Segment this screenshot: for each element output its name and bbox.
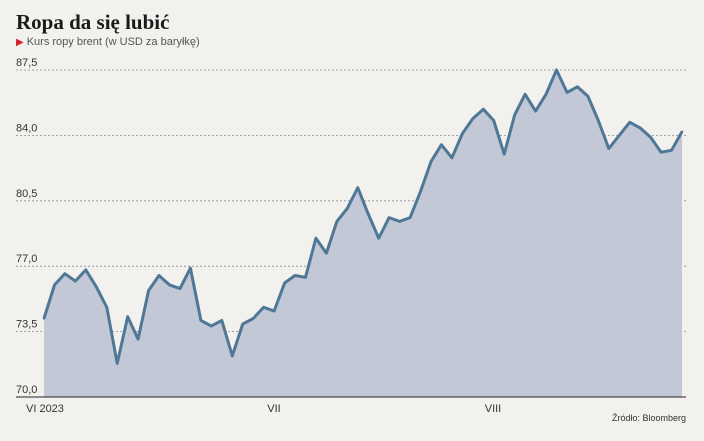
data-point bbox=[199, 319, 203, 322]
chart-subtitle: ▶ Kurs ropy brent (w USD za baryłkę) bbox=[16, 36, 200, 48]
data-point bbox=[105, 306, 108, 309]
data-point bbox=[84, 268, 88, 272]
data-point bbox=[387, 216, 391, 219]
chart-title: Ropa da się lubić bbox=[16, 10, 170, 34]
data-point bbox=[450, 156, 454, 160]
data-point bbox=[241, 322, 244, 326]
data-point bbox=[147, 289, 150, 292]
data-point bbox=[628, 121, 631, 124]
y-tick-label: 73,5 bbox=[16, 319, 37, 331]
y-tick-label: 87,5 bbox=[16, 57, 37, 69]
data-point bbox=[576, 85, 579, 89]
data-point bbox=[471, 117, 475, 120]
data-point bbox=[74, 279, 77, 283]
data-point bbox=[429, 160, 433, 163]
data-point bbox=[53, 283, 56, 287]
data-point bbox=[513, 113, 516, 117]
data-point bbox=[419, 190, 422, 193]
subtitle-text: Kurs ropy brent (w USD za baryłkę) bbox=[26, 36, 200, 48]
triangle-marker-icon: ▶ bbox=[16, 37, 24, 48]
data-point bbox=[231, 354, 234, 358]
data-point bbox=[638, 126, 642, 130]
data-point bbox=[461, 132, 464, 135]
data-point bbox=[618, 134, 621, 137]
data-point bbox=[126, 315, 129, 318]
data-point bbox=[565, 91, 569, 94]
data-point bbox=[680, 130, 684, 133]
data-point bbox=[293, 274, 297, 277]
data-point bbox=[367, 212, 370, 216]
price-area bbox=[44, 70, 682, 397]
data-point bbox=[492, 119, 495, 122]
data-point bbox=[523, 93, 527, 96]
data-point bbox=[649, 136, 652, 139]
y-tick-label: 70,0 bbox=[16, 384, 37, 396]
data-point bbox=[251, 317, 255, 320]
data-point bbox=[157, 274, 161, 277]
data-point bbox=[220, 319, 224, 322]
data-point bbox=[178, 287, 182, 290]
data-point bbox=[482, 108, 485, 111]
data-point bbox=[272, 309, 276, 313]
data-point bbox=[534, 109, 537, 113]
data-point bbox=[555, 68, 558, 72]
x-tick-label: VI 2023 bbox=[26, 403, 64, 415]
data-point bbox=[502, 152, 506, 156]
data-point bbox=[63, 272, 67, 275]
data-point bbox=[544, 93, 548, 96]
data-point bbox=[398, 220, 401, 223]
data-point bbox=[283, 281, 286, 285]
y-tick-label: 80,5 bbox=[16, 188, 37, 200]
data-point bbox=[168, 283, 171, 287]
data-point bbox=[136, 337, 140, 341]
data-point bbox=[440, 143, 443, 146]
data-point bbox=[607, 147, 610, 150]
data-point bbox=[304, 276, 307, 279]
y-tick-label: 77,0 bbox=[16, 253, 37, 265]
y-tick-label: 84,0 bbox=[16, 122, 37, 134]
data-point bbox=[116, 362, 119, 365]
data-point bbox=[377, 236, 380, 240]
data-point bbox=[325, 251, 328, 255]
data-point bbox=[586, 94, 590, 98]
data-point bbox=[346, 207, 349, 210]
data-point bbox=[356, 186, 359, 189]
price-line bbox=[42, 68, 684, 365]
data-point bbox=[314, 236, 318, 240]
data-point bbox=[670, 149, 673, 152]
x-tick-label: VIII bbox=[485, 403, 502, 415]
data-point bbox=[210, 324, 213, 328]
data-point bbox=[408, 216, 412, 219]
data-point bbox=[189, 266, 192, 270]
data-point bbox=[659, 151, 663, 154]
data-point bbox=[262, 306, 265, 309]
data-point bbox=[42, 317, 46, 320]
source-note: Źródło: Bloomberg bbox=[611, 413, 686, 423]
data-point bbox=[335, 220, 339, 223]
x-tick-label: VII bbox=[267, 403, 280, 415]
data-point bbox=[95, 285, 98, 288]
data-point bbox=[597, 119, 600, 122]
